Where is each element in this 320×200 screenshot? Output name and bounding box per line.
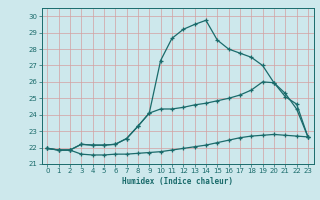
X-axis label: Humidex (Indice chaleur): Humidex (Indice chaleur) bbox=[122, 177, 233, 186]
